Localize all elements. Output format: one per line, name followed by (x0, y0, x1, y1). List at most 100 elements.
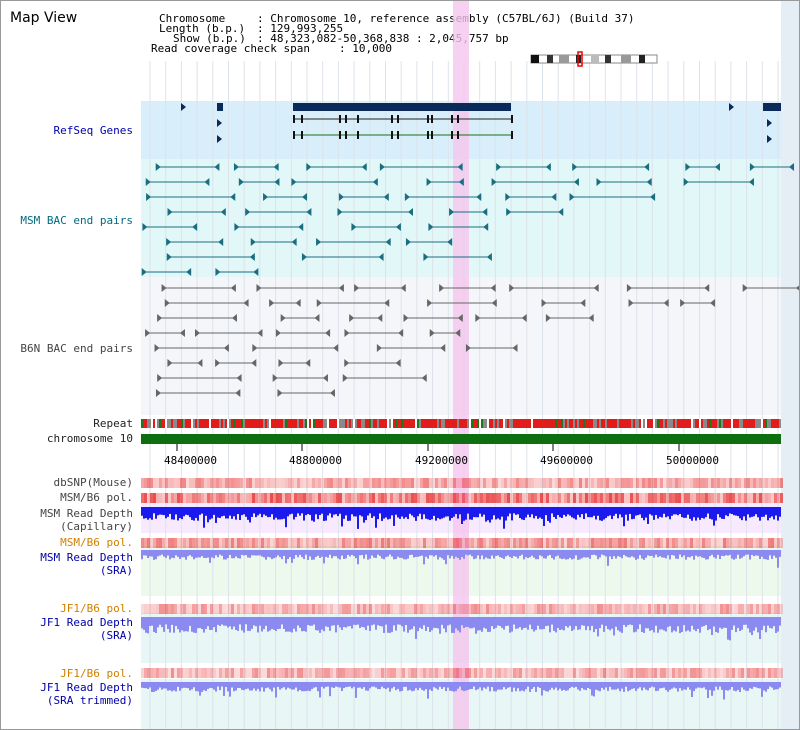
msm-sra-depth-bar (281, 550, 283, 560)
msm-bac-pair-end (215, 268, 221, 276)
msm-sra-depth-bar (233, 550, 235, 559)
jf1-trim-depth-bar (205, 682, 207, 691)
msm-b6-pol-heat (543, 538, 546, 548)
msm-b6-pol-heat (525, 493, 528, 503)
jf1-trim-depth-bar (243, 682, 245, 691)
repeat-segment (591, 419, 593, 428)
msm-capillary-depth-bar (495, 507, 497, 520)
msm-b6-pol-heat (774, 493, 777, 503)
b6n-bac-pair-end (344, 359, 350, 367)
jf1-b6-pol-heat (585, 604, 588, 614)
repeat-segment (255, 419, 257, 428)
repeat-segment (777, 419, 779, 428)
jf1-trim-depth-bar (241, 682, 243, 690)
msm-sra-depth-bar (739, 550, 741, 559)
jf1-sra-depth-bar (155, 617, 157, 633)
msm-capillary-depth-bar (747, 507, 749, 515)
msm-b6-pol-heat (582, 493, 585, 503)
msm-sra-depth-bar (381, 550, 383, 559)
msm-b6-pol-heat (723, 538, 726, 548)
jf1-trim-depth-bar (369, 682, 371, 689)
msm-sra-depth-bar (525, 550, 527, 558)
msm-capillary-depth-bar (353, 507, 355, 517)
jf1-b6-pol-heat (585, 668, 588, 678)
jf1-sra-depth-bar (215, 617, 217, 633)
jf1-b6-pol-heat (330, 604, 333, 614)
jf1-sra-depth-bar (499, 617, 501, 627)
jf1-b6-pol-heat (411, 668, 414, 678)
repeat-segment (651, 419, 653, 428)
jf1-trim-depth-bar (141, 682, 143, 688)
msm-b6-pol-heat (492, 493, 495, 503)
repeat-segment (487, 419, 489, 428)
jf1-trim-depth-bar (147, 682, 149, 689)
repeat-segment (745, 419, 747, 428)
jf1-b6-pol-heat (459, 668, 462, 678)
jf1-b6-pol-heat (474, 668, 477, 678)
jf1-sra-depth-bar (739, 617, 741, 632)
msm-sra-depth-bar (765, 550, 767, 560)
jf1-sra-depth-bar (211, 617, 213, 630)
msm-sra-depth-bar (747, 550, 749, 555)
jf1-sra-depth-bar (539, 617, 541, 630)
msm-sra-depth-bar (197, 550, 199, 558)
jf1-b6-pol-heat (582, 668, 585, 678)
msm-sra-depth-bar (667, 550, 669, 556)
jf1-trim-depth-bar (667, 682, 669, 692)
jf1-b6-pol-heat (645, 668, 648, 678)
msm-capillary-depth-bar (719, 507, 721, 518)
jf1-trim-depth-bar (257, 682, 259, 689)
msm-capillary-depth-bar (287, 507, 289, 517)
jf1-trim-depth-bar (401, 682, 403, 692)
dbsnp-heat (651, 478, 654, 488)
jf1-b6-pol-heat (552, 604, 555, 614)
jf1-b6-pol-heat (444, 604, 447, 614)
jf1-trim-depth-bar (293, 682, 295, 690)
jf1-trim-depth-bar (549, 682, 551, 690)
repeat-segment (585, 419, 587, 428)
msm-sra-depth-bar (475, 550, 477, 559)
jf1-b6-pol-heat (603, 604, 606, 614)
dbsnp-heat (753, 478, 756, 488)
jf1-trim-depth-bar (695, 682, 697, 689)
jf1-sra-depth-bar (335, 617, 337, 633)
jf1-b6-pol-heat (300, 604, 303, 614)
msm-capillary-depth-bar (341, 507, 343, 527)
msm-sra-depth-bar (655, 550, 657, 555)
repeat-segment (399, 419, 401, 428)
jf1-trim-depth-bar (435, 682, 437, 689)
jf1-b6-pol-heat (606, 668, 609, 678)
jf1-trim-depth-bar (681, 682, 683, 691)
jf1-trim-depth-bar (191, 682, 193, 690)
msm-b6-pol-heat (273, 493, 276, 503)
msm-bac-pair-end (449, 208, 455, 216)
repeat-segment (421, 419, 423, 428)
repeat-segment (359, 419, 361, 428)
msm-b6-pol-heat (252, 538, 255, 548)
jf1-sra-depth-bar (141, 617, 143, 629)
axis-tick-label: 48400000 (164, 454, 217, 467)
repeat-segment (559, 419, 561, 428)
msm-capillary-depth-bar (451, 507, 453, 519)
jf1-trim-depth-bar (395, 682, 397, 691)
msm-b6-pol-heat (270, 493, 273, 503)
jf1-trim-depth-bar (623, 682, 625, 692)
msm-sra-depth-bar (305, 550, 307, 555)
msm-capillary-depth-bar (421, 507, 423, 520)
jf1-trim-depth-bar (641, 682, 643, 691)
jf1-b6-pol-heat (333, 668, 336, 678)
msm-bac-pair-end (491, 178, 497, 186)
jf1-b6-pol-heat (291, 604, 294, 614)
jf1-sra-depth-bar (761, 617, 763, 630)
jf1-trim-depth-bar (613, 682, 615, 690)
msm-b6-pol-heat (738, 493, 741, 503)
jf1-sra-depth-bar (491, 617, 493, 627)
jf1-b6-pol-heat (507, 604, 510, 614)
jf1-trim-depth-bar (173, 682, 175, 691)
b6n-bac-pair-end (167, 359, 173, 367)
repeat-segment (263, 419, 265, 428)
msm-bac-pair-end (596, 178, 602, 186)
jf1-trim-depth-bar (501, 682, 503, 690)
msm-capillary-depth-bar (237, 507, 239, 515)
